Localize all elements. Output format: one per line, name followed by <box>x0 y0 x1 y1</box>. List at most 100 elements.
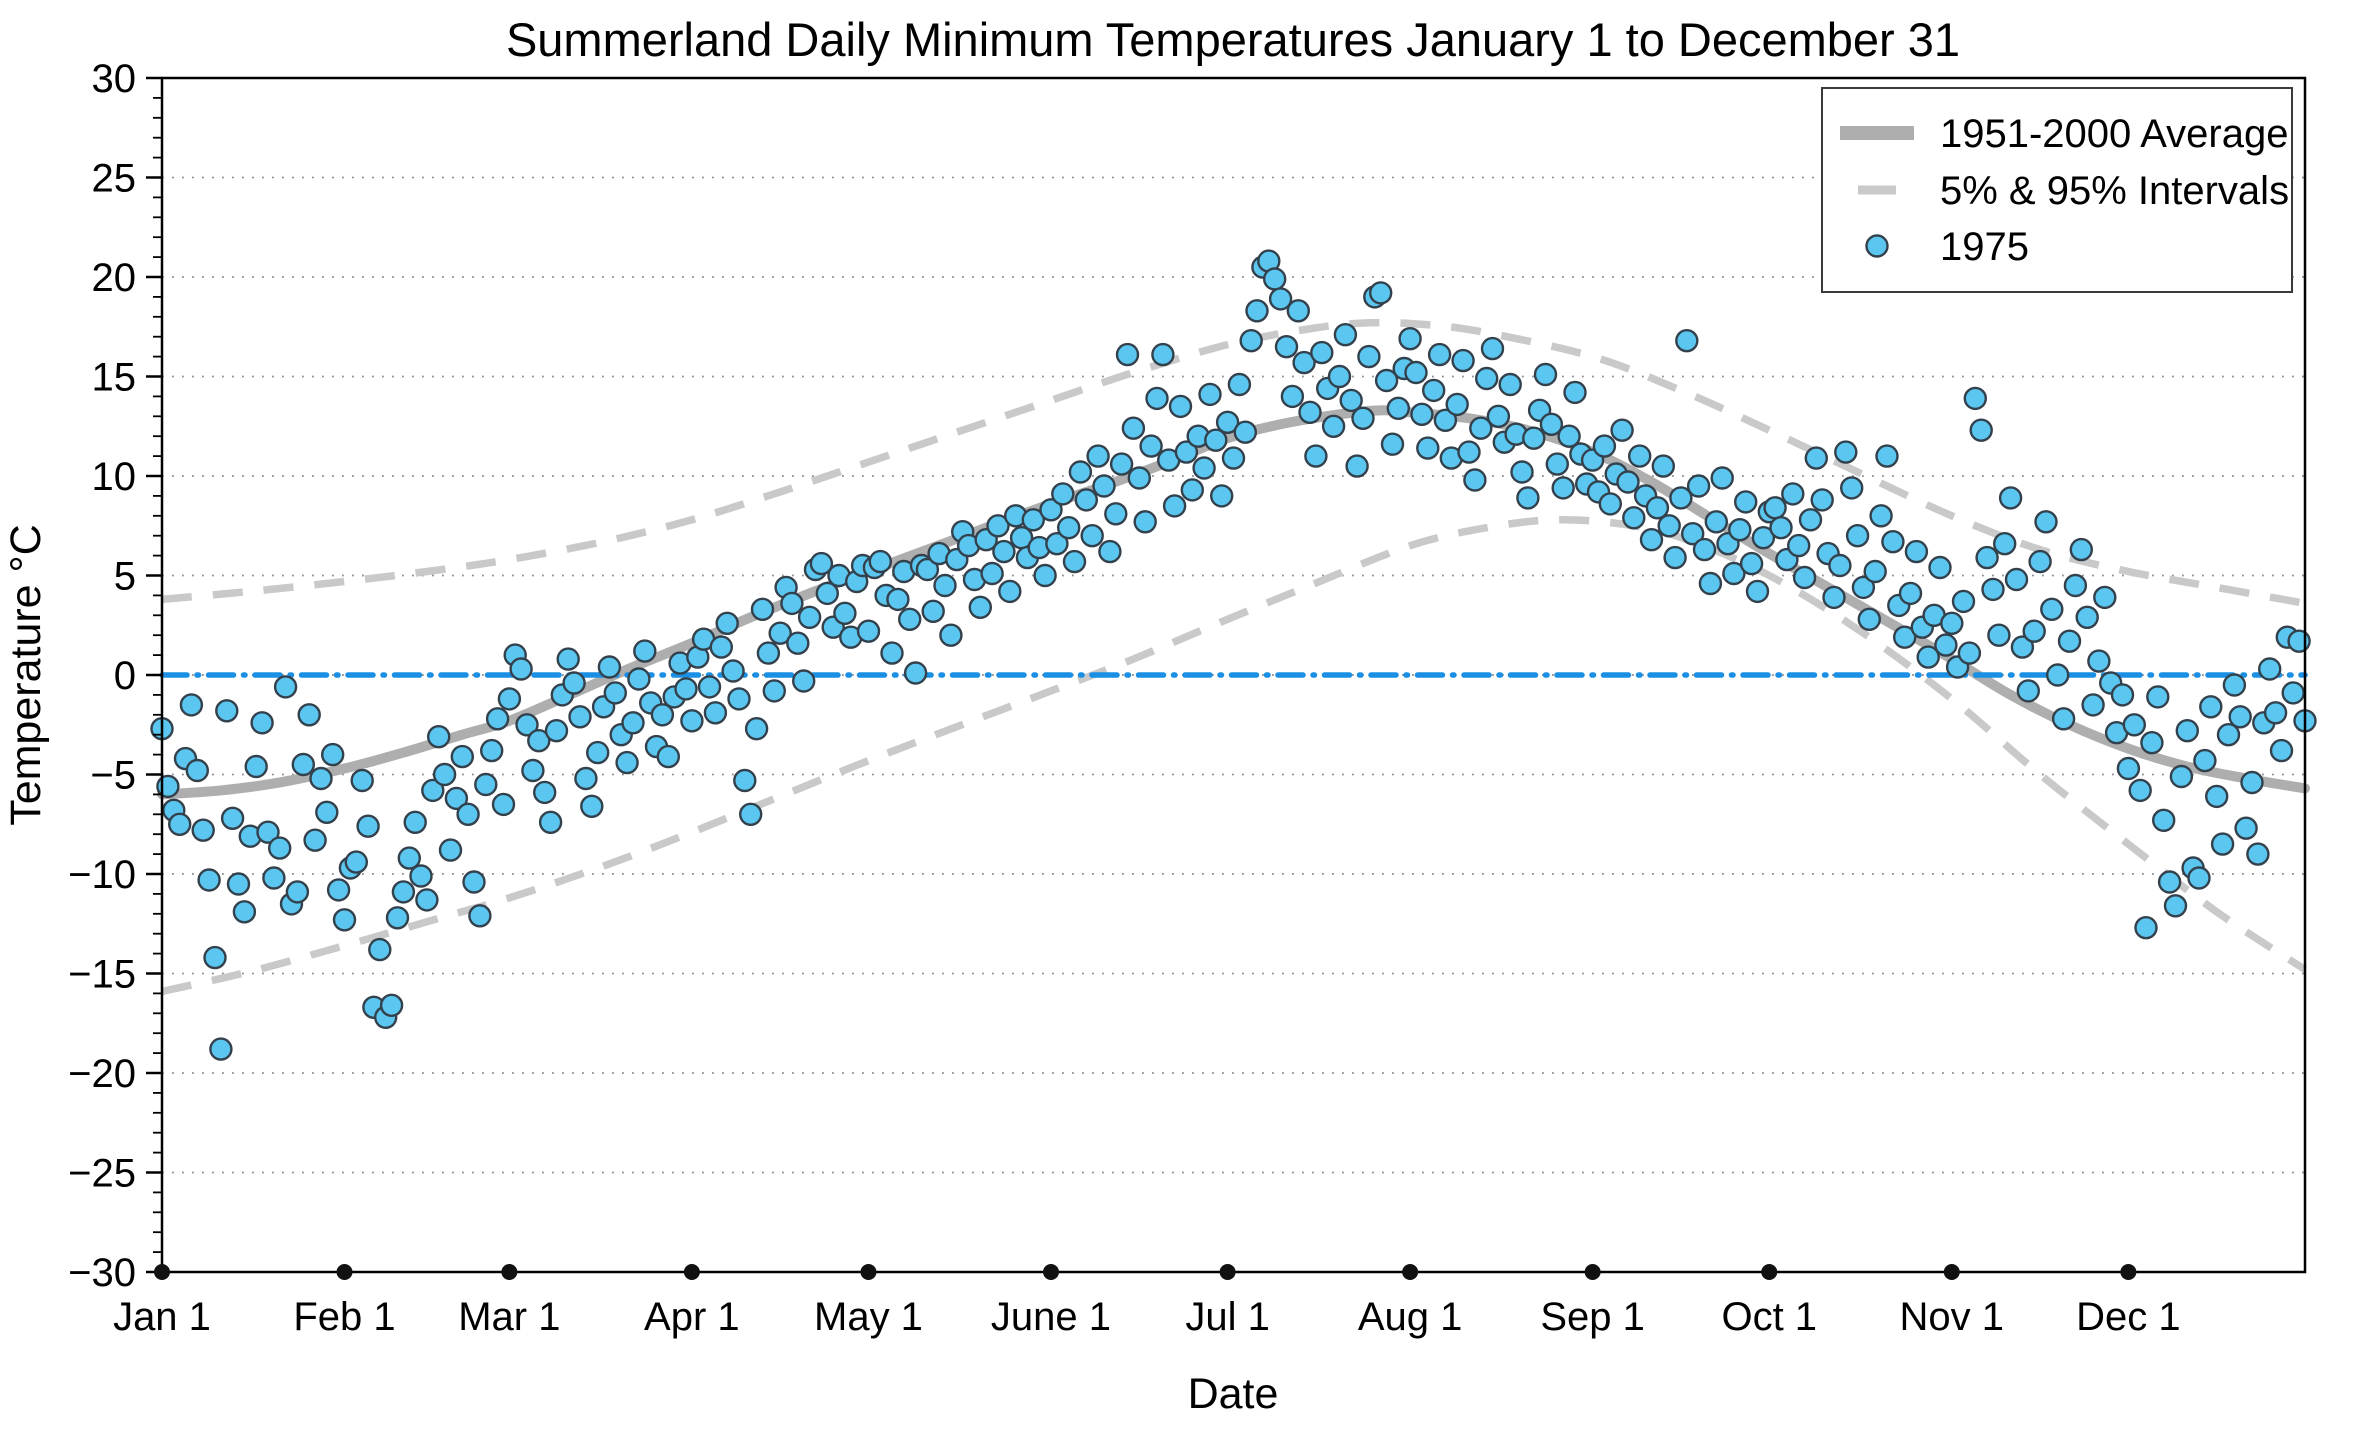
scatter-point <box>756 641 781 665</box>
scatter-point <box>1374 368 1399 393</box>
x-axis-label: Date <box>1188 1370 1279 1418</box>
scatter-point <box>915 557 940 582</box>
scatter-point <box>474 772 498 797</box>
scatter-point <box>1074 488 1099 512</box>
scatter-point <box>580 794 604 818</box>
scatter-point <box>1345 454 1369 478</box>
scatter-point <box>933 573 957 598</box>
scatter-point <box>332 908 357 932</box>
scatter-point <box>1969 418 1993 442</box>
scatter-point <box>1804 446 1829 470</box>
scatter-point <box>1863 559 1887 584</box>
scatter-point <box>1139 434 1163 458</box>
x-tick-label: May 1 <box>814 1295 923 1339</box>
scatter-point <box>586 740 610 765</box>
scatter-point <box>480 738 504 763</box>
scatter-point <box>1516 486 1540 510</box>
scatter-point <box>444 786 469 811</box>
x-tick-label: Dec 1 <box>2076 1295 2181 1339</box>
scatter-point <box>1869 504 1893 528</box>
scatter-point <box>321 742 345 767</box>
scatter-point <box>1657 514 1681 538</box>
scatter-point <box>762 679 786 703</box>
scatter-point <box>1675 329 1699 353</box>
scatter-point <box>415 888 439 912</box>
scatter-point <box>1763 496 1787 520</box>
scatter-point <box>1045 532 1069 556</box>
scatter-point <box>179 693 204 717</box>
scatter-point <box>379 993 404 1017</box>
scatter-point <box>809 551 834 576</box>
scatter-point <box>2228 705 2252 729</box>
scatter-point <box>468 904 492 928</box>
scatter-point <box>1645 496 1670 520</box>
scatter-point <box>980 561 1004 586</box>
scatter-point <box>1728 518 1752 542</box>
y-tick-label: −20 <box>68 1052 136 1096</box>
scatter-point <box>1104 502 1128 526</box>
scatter-point <box>2022 619 2046 643</box>
y-axis-label: Temperature °C <box>2 524 50 826</box>
scatter-point <box>562 671 586 695</box>
scatter-point <box>992 539 1016 564</box>
scatter-point <box>1539 412 1564 436</box>
x-tick-label: Jan 1 <box>113 1295 211 1339</box>
scatter-point <box>1686 474 1711 498</box>
scatter-point <box>1845 524 1870 548</box>
scatter-point <box>2287 629 2311 653</box>
scatter-point <box>262 866 286 890</box>
legend-label: 5% & 95% Intervals <box>1940 169 2289 213</box>
scatter-point <box>1828 553 1852 578</box>
scatter-point <box>1680 522 1705 546</box>
scatter-point <box>1469 416 1493 440</box>
scatter-point <box>2199 695 2223 719</box>
month-dot <box>154 1264 170 1280</box>
scatter-point <box>1904 539 1929 564</box>
scatter-point <box>391 880 416 904</box>
scatter-point <box>1486 404 1511 428</box>
scatter-point <box>1021 508 1046 532</box>
scatter-point <box>2246 842 2270 866</box>
scatter-point <box>998 579 1022 604</box>
y-tick-label: 30 <box>92 57 137 101</box>
scatter-point <box>1857 607 1882 631</box>
y-tick-label: −5 <box>90 754 136 798</box>
y-tick-label: 15 <box>92 356 137 400</box>
x-tick-label: Mar 1 <box>458 1295 560 1339</box>
scatter-point <box>1557 424 1581 448</box>
scatter-point <box>786 631 810 655</box>
y-tick-label: −15 <box>68 953 136 997</box>
x-tick-label: Apr 1 <box>644 1295 740 1339</box>
scatter-point <box>627 667 651 691</box>
y-tick-label: 5 <box>114 555 136 599</box>
scatter-point <box>1616 470 1640 494</box>
scatter-point <box>1433 408 1458 432</box>
scatter-point <box>1710 466 1734 490</box>
scatter-point <box>1304 444 1328 468</box>
scatter-point <box>739 802 763 826</box>
scatter-point <box>509 657 533 681</box>
scatter-point <box>680 709 704 733</box>
scatter-point <box>939 623 963 647</box>
scatter-point <box>650 703 675 727</box>
scatter-point <box>1851 575 1876 600</box>
scatter-point <box>1545 452 1570 476</box>
legend-label: 1975 <box>1940 225 2029 269</box>
scatter-point <box>303 828 327 852</box>
scatter-point <box>1286 299 1311 323</box>
scatter-point <box>1198 382 1222 407</box>
scatter-point <box>968 595 992 619</box>
scatter-point <box>1551 476 1575 500</box>
scatter-point <box>185 758 210 783</box>
scatter-point <box>1080 524 1104 548</box>
scatter-point <box>1522 426 1546 450</box>
scatter-point <box>556 647 580 671</box>
month-dot <box>860 1264 877 1280</box>
scatter-point <box>1233 420 1258 444</box>
scatter-point <box>1280 384 1305 409</box>
scatter-point <box>1992 532 2017 556</box>
scatter-point <box>2216 723 2241 747</box>
y-tick-label: −10 <box>68 853 136 897</box>
scatter-point <box>403 810 427 834</box>
